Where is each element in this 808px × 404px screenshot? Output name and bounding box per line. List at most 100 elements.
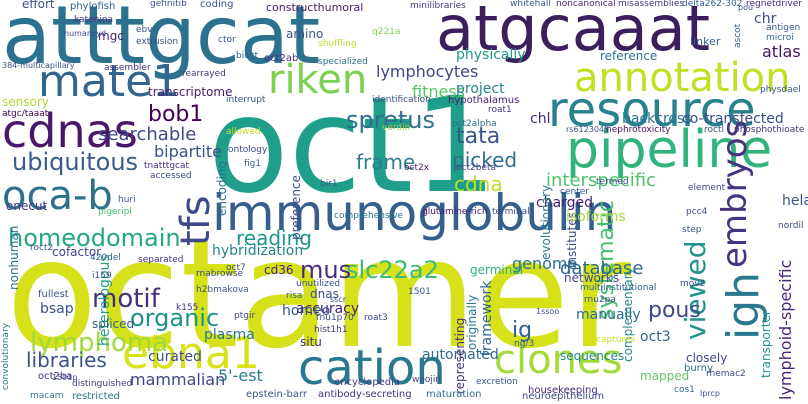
word-co-transfected: co-transfected — [682, 111, 784, 127]
word-transporter: transporter — [759, 310, 773, 378]
word-viewed: viewed — [679, 240, 712, 340]
word-preference: preference — [289, 175, 303, 240]
word-genome: genome — [512, 254, 578, 273]
word-regnetdriver: regnetdriver — [746, 0, 802, 9]
word-extrusion: extrusion — [136, 37, 179, 47]
word-reference: reference — [600, 49, 658, 63]
word-1501: 1501 — [408, 287, 431, 297]
word-cdna: cdna — [454, 172, 503, 196]
word-physdael: physdael — [760, 85, 801, 95]
word-pous: pous — [648, 298, 701, 323]
word-glutamine-rich: glutamine-rich — [422, 207, 488, 217]
word-constructhumoral: constructhumoral — [266, 1, 364, 14]
word-cofactor: cofactor — [52, 245, 102, 259]
word-transcriptome: transcriptome — [148, 85, 233, 99]
word-oct2ab: oct2ab — [264, 53, 299, 64]
word-ascot: ascot — [733, 23, 743, 48]
word-termed: termed — [596, 177, 629, 187]
word-ig: ig — [512, 318, 533, 343]
word-originally: originally — [465, 294, 479, 350]
word-oca-b: oca-b — [2, 173, 113, 219]
word-chr: chr — [754, 11, 777, 27]
word-roat3: roat3 — [364, 313, 388, 323]
word-bob1: bob1 — [148, 102, 204, 127]
word-katenina: katenina — [74, 15, 114, 25]
word-hela: hela — [782, 193, 808, 209]
word-atgcaaat: atgcaaat — [436, 0, 711, 65]
word-complementary: complementary — [621, 267, 635, 362]
word-ebv: ebv — [136, 25, 153, 35]
word-embryos: embryos — [715, 119, 755, 268]
word-mov2: mov2 — [680, 279, 706, 289]
word-rnu1p70: rnu1p70 — [316, 313, 354, 323]
word-backcross: backcross — [622, 111, 692, 127]
word-heterologous: heterologous — [97, 254, 113, 346]
word-cation: cation — [298, 340, 446, 396]
word-hybridization: hybridization — [212, 243, 304, 259]
word-antibody-secreting: antibody-secreting — [318, 389, 412, 400]
word-housekeeping: housekeeping — [528, 385, 598, 396]
word-homeo: homeo — [282, 303, 331, 319]
word-situ: situ — [300, 335, 322, 349]
word-cdnas: cdnas — [2, 104, 138, 158]
word-oct2x: oct2x — [404, 163, 430, 173]
word-accessed: accessed — [150, 171, 192, 181]
word-hypothalamus: hypothalamus — [448, 95, 520, 106]
word-mus: mus — [300, 256, 352, 284]
word-1ssoo: 1ssoo — [536, 307, 560, 316]
word-woojin: woojin — [412, 375, 442, 385]
word-riken: riken — [268, 57, 368, 103]
word-sensory: sensory — [2, 95, 49, 109]
word-spretus: spretus — [346, 106, 435, 134]
word-shuffling: shuffling — [318, 39, 357, 49]
word-maturation: maturation — [426, 389, 482, 400]
word-roctl: roctl — [704, 125, 724, 135]
word-immunoglobulin: immunoglobulin — [212, 184, 617, 242]
word-whitehall: whitehall — [510, 0, 551, 9]
word-misassemblies: misassemblies — [618, 0, 685, 9]
word-burny: burny — [684, 363, 713, 374]
word-humancyd: humancyd — [64, 29, 107, 38]
word-oct2beta: oct2beta — [456, 163, 497, 173]
word-mgc: mgc — [98, 29, 124, 43]
word-reading: reading — [236, 226, 312, 250]
word-picked: picked — [452, 148, 518, 172]
word-rhemac2: rhemac2 — [706, 369, 746, 379]
word-hist1h1: hist1h1 — [314, 325, 348, 335]
word-octamer: octamer — [6, 208, 632, 382]
word-amino: amino — [286, 27, 324, 41]
word-linker: linker — [690, 35, 721, 48]
word-annotation: annotation — [574, 55, 791, 101]
word-noncanonical: noncanonical — [556, 0, 616, 9]
word-lymphoid-specific: lymphoid-specific — [776, 259, 795, 400]
word-rearrayed: rearrayed — [182, 69, 226, 79]
word-h2bmakova: h2bmakova — [196, 285, 249, 295]
word-roat1: roat1 — [488, 105, 512, 115]
word-sscr: sscr — [330, 295, 347, 304]
word-q221a: q221a — [372, 27, 401, 37]
word-unutilized: unutilized — [296, 279, 341, 289]
word-pcc4: pcc4 — [686, 207, 708, 217]
word-curated: curated — [148, 349, 202, 365]
word-center: center — [560, 187, 589, 197]
word-encoding: encoding — [215, 160, 229, 216]
word-plasma: plasma — [204, 327, 255, 343]
word-motif: motif — [92, 284, 160, 314]
word-atlas: atlas — [762, 42, 801, 61]
word-resource: resource — [548, 82, 756, 138]
word-excretion: excretion — [476, 377, 518, 387]
word-phylofish: phylofish — [70, 1, 116, 12]
word-pou: pou — [738, 3, 754, 12]
word-captures: captures — [596, 335, 636, 345]
word-lymphocytes: lymphocytes — [376, 62, 479, 81]
word-project: project — [456, 81, 505, 97]
word-verdin: verdin — [382, 123, 411, 133]
word-slc22a2: slc22a2 — [346, 256, 439, 284]
word-mate1: mate1 — [38, 56, 181, 107]
word-oct7: oct7 — [226, 263, 246, 273]
word-database: database — [560, 258, 644, 279]
word-k155: k155 — [176, 303, 199, 313]
word-restricted: restricted — [72, 391, 120, 402]
word-assembler: assembler — [104, 63, 151, 73]
word-accuracy: accuracy — [296, 301, 360, 317]
